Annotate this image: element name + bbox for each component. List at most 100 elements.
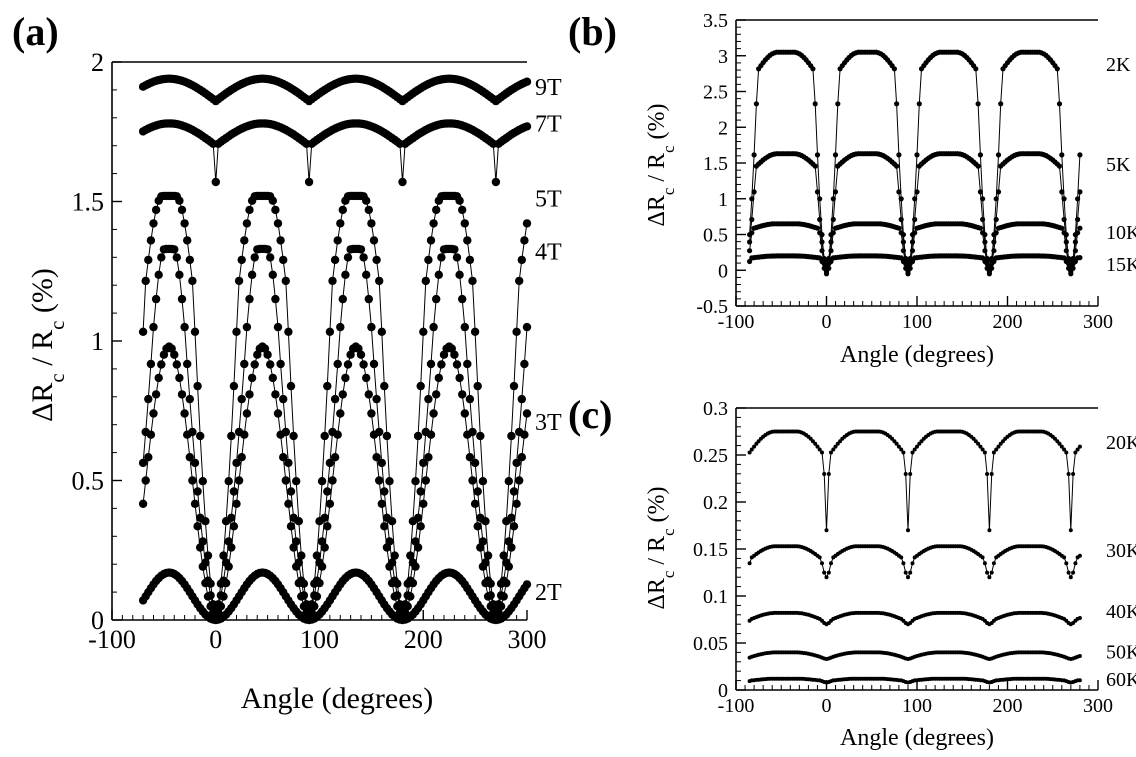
panel-a-axes — [111, 61, 527, 621]
data-point — [1075, 230, 1081, 236]
data-point — [382, 513, 392, 522]
data-point — [229, 381, 239, 391]
data-point — [980, 230, 986, 236]
data-point — [985, 570, 990, 575]
data-point — [312, 551, 322, 560]
data-point — [154, 373, 163, 383]
data-point — [411, 562, 420, 571]
data-point — [406, 592, 415, 601]
data-point — [380, 381, 389, 391]
data-point — [172, 253, 181, 262]
data-point — [138, 499, 148, 508]
data-point — [416, 381, 425, 391]
y-tick-label: 0 — [718, 260, 728, 282]
data-point — [364, 294, 373, 304]
data-point — [1063, 248, 1069, 254]
data-point — [914, 152, 920, 158]
y-tick-label: 2 — [718, 117, 728, 139]
data-point — [232, 458, 241, 468]
y-tick-label: 0.3 — [703, 398, 728, 420]
data-point — [812, 163, 818, 169]
data-point — [196, 543, 205, 552]
data-point — [237, 255, 246, 265]
data-point — [245, 294, 254, 304]
data-point — [455, 196, 464, 205]
data-point — [413, 513, 423, 522]
data-point — [463, 430, 472, 439]
data-point — [452, 253, 462, 262]
data-point — [279, 255, 288, 265]
data-point — [232, 327, 241, 336]
data-point — [336, 322, 345, 332]
data-point — [908, 472, 913, 476]
data-point — [426, 430, 436, 439]
data-point — [268, 270, 277, 279]
data-point — [242, 219, 252, 228]
panel-b-label: (b) — [568, 9, 617, 54]
data-point — [320, 431, 329, 441]
data-point — [432, 294, 441, 304]
data-point — [460, 409, 469, 418]
data-point — [263, 350, 272, 359]
data-point — [424, 394, 433, 404]
data-point — [468, 476, 477, 485]
data-point — [473, 381, 482, 391]
series-label-50K: 50K — [1106, 642, 1136, 664]
data-point — [411, 477, 420, 486]
x-tick-label: 300 — [508, 625, 547, 654]
data-point — [286, 381, 296, 391]
data-point — [832, 189, 839, 195]
data-point — [973, 439, 978, 444]
data-point — [499, 551, 508, 560]
data-point — [323, 381, 332, 391]
series-line-2K — [749, 51, 1081, 274]
data-point — [432, 390, 441, 399]
data-point — [509, 381, 519, 391]
data-point — [359, 253, 368, 262]
data-point — [138, 458, 148, 468]
data-point — [434, 270, 443, 279]
data-point — [385, 477, 394, 486]
data-point — [157, 360, 166, 369]
data-point — [915, 444, 919, 449]
data-point — [377, 458, 386, 468]
data-point — [203, 592, 213, 601]
panel-b-xlabel: Angle (degrees) — [840, 342, 994, 368]
data-point — [172, 360, 181, 369]
data-point — [219, 592, 228, 601]
data-point — [408, 578, 418, 588]
data-point — [429, 322, 438, 332]
data-point — [980, 447, 985, 452]
data-point — [473, 522, 482, 531]
data-point — [1062, 555, 1067, 560]
data-point — [336, 409, 345, 418]
data-point — [470, 458, 480, 468]
series-label-4T: 4T — [535, 240, 562, 266]
data-point — [504, 477, 513, 486]
data-point — [1056, 101, 1063, 107]
x-tick-label: 0 — [822, 695, 832, 717]
data-point — [429, 409, 438, 418]
data-point — [1064, 561, 1069, 566]
panel-b-ylabel: ΔRc / Rc (%) — [644, 103, 678, 226]
data-point — [185, 453, 194, 462]
data-point — [362, 196, 371, 205]
data-point — [286, 522, 296, 531]
data-point — [330, 255, 340, 265]
data-point — [266, 360, 275, 369]
data-point — [824, 528, 829, 533]
data-point — [227, 431, 236, 441]
data-point — [170, 350, 179, 359]
data-point — [279, 453, 288, 462]
data-point — [284, 458, 293, 468]
data-point — [901, 561, 906, 566]
data-point — [993, 216, 999, 223]
data-point — [1077, 678, 1082, 683]
data-point — [460, 322, 469, 332]
data-point — [177, 205, 187, 215]
x-tick-label: 0 — [822, 311, 832, 333]
data-point — [749, 230, 755, 236]
data-point — [312, 592, 322, 601]
data-point — [138, 327, 148, 336]
series-line-20K — [749, 431, 1081, 531]
